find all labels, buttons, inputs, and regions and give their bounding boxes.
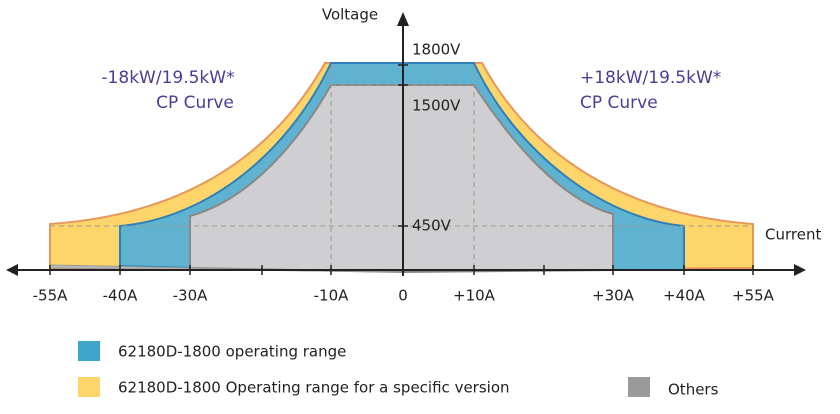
v-tick: 1800V (412, 41, 461, 59)
annotation: -18kW/19.5kW* (101, 68, 234, 88)
v-tick: 1500V (412, 97, 461, 115)
legend-label: 62180D-1800 operating range (118, 343, 346, 361)
i-tick: -10A (314, 287, 349, 305)
annotation: CP Curve (580, 93, 658, 113)
legend-label: 62180D-1800 Operating range for a specif… (118, 379, 510, 397)
y-axis-label: Voltage (322, 6, 378, 24)
x-axis-label: Current (765, 226, 821, 244)
annotation: +18kW/19.5kW* (580, 68, 721, 88)
i-tick: +10A (453, 287, 496, 305)
i-tick: +55A (732, 287, 775, 305)
i-tick: -40A (103, 287, 138, 305)
i-tick: -55A (33, 287, 68, 305)
annotation: CP Curve (156, 93, 234, 113)
ticks (49, 64, 754, 275)
i-tick: +40A (663, 287, 706, 305)
i-tick: -30A (173, 287, 208, 305)
legend-swatch (78, 341, 100, 361)
v-tick: 450V (412, 217, 452, 235)
i-tick: 0 (398, 287, 408, 305)
i-tick: +30A (592, 287, 635, 305)
legend-label: Others (668, 381, 719, 399)
legend-swatch (628, 377, 650, 397)
legend-swatch (78, 377, 100, 397)
y-arrow (397, 12, 409, 26)
